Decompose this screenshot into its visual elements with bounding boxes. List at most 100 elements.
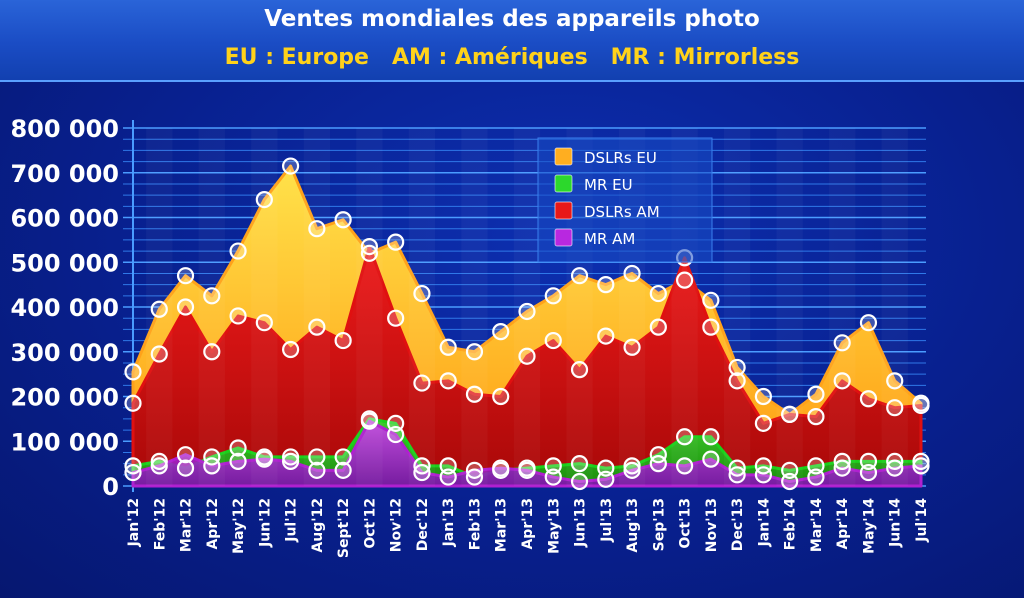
point-dslrs-am xyxy=(413,374,431,392)
x-tick-label: Nov'12 xyxy=(389,498,405,552)
area-series xyxy=(131,128,923,488)
point-mr-am xyxy=(360,412,378,430)
point-dslrs-am xyxy=(912,396,930,415)
point-dslrs-eu xyxy=(649,284,667,303)
point-dslrs-am xyxy=(439,372,457,390)
chart-header: Ventes mondiales des appareils photo EU … xyxy=(0,0,1024,82)
point-dslrs-am xyxy=(518,347,536,365)
x-tick-label: May'12 xyxy=(231,498,247,554)
x-tick-label: Dec'12 xyxy=(415,498,431,551)
point-mr-am xyxy=(859,463,878,482)
point-mr-am xyxy=(807,468,825,486)
column-shade xyxy=(777,128,803,486)
point-mr-am xyxy=(570,472,589,491)
legend-label: MR AM xyxy=(584,230,635,248)
point-dslrs-eu xyxy=(465,343,484,361)
point-dslrs-am xyxy=(334,331,352,350)
point-mr-eu xyxy=(282,448,300,466)
point-mr-am xyxy=(912,457,930,475)
point-dslrs-eu xyxy=(518,302,536,321)
chart-area: 0 100 000 200 000 300 000 400 000 500 000 600 … xyxy=(0,82,1024,598)
point-mr-am xyxy=(833,459,851,477)
point-mr-am xyxy=(282,452,300,470)
point-dslrs-eu xyxy=(150,300,168,318)
point-dslrs-eu xyxy=(492,323,510,341)
legend: DSLRs EU MR EU DSLRs AM MR AM xyxy=(537,137,713,263)
point-mr-eu xyxy=(623,457,641,475)
point-dslrs-am xyxy=(807,408,825,426)
point-dslrs-am xyxy=(465,385,484,403)
column-shade xyxy=(304,128,330,486)
x-tick-label: Mar'12 xyxy=(179,498,195,552)
point-dslrs-am xyxy=(124,394,142,412)
x-tick-label: Feb'14 xyxy=(783,498,799,551)
y-tick-label: 600 000 xyxy=(10,205,119,233)
chart-title: Ventes mondiales des appareils photo xyxy=(264,6,760,32)
point-mr-am xyxy=(439,468,457,486)
point-dslrs-am xyxy=(754,414,773,432)
area-chart: 0 100 000 200 000 300 000 400 000 500 000 600 … xyxy=(10,115,930,558)
point-dslrs-eu xyxy=(859,314,878,332)
y-tick-label: 200 000 xyxy=(10,384,119,412)
point-mr-am xyxy=(886,459,904,477)
point-mr-am xyxy=(623,461,641,479)
x-tick-label: Oct'12 xyxy=(362,498,378,549)
column-shade xyxy=(829,128,855,486)
point-mr-eu xyxy=(702,428,720,446)
column-shade xyxy=(461,128,487,486)
point-mr-am xyxy=(518,461,536,479)
chart-subtitle: EU : Europe AM : Amériques MR : Mirrorle… xyxy=(224,45,800,70)
point-dslrs-eu xyxy=(597,276,615,294)
point-dslrs-am xyxy=(282,340,300,359)
x-tick-label: Jan'13 xyxy=(441,498,457,547)
point-mr-am xyxy=(413,463,431,482)
point-mr-am xyxy=(728,466,746,484)
point-dslrs-am xyxy=(492,387,510,406)
point-mr-am xyxy=(229,452,247,470)
point-dslrs-eu xyxy=(544,287,562,305)
point-mr-eu xyxy=(675,428,694,446)
point-mr-am xyxy=(544,468,562,486)
y-tick-label: 0 xyxy=(102,473,119,501)
legend-label: DSLRs EU xyxy=(584,149,657,167)
y-tick-label: 300 000 xyxy=(10,339,119,367)
legend-label: DSLRs AM xyxy=(584,203,660,221)
point-dslrs-eu xyxy=(308,220,326,238)
point-dslrs-am xyxy=(544,331,562,350)
point-mr-am xyxy=(334,461,352,479)
point-mr-eu xyxy=(912,452,930,470)
point-mr-am xyxy=(597,470,615,488)
point-dslrs-am xyxy=(649,318,667,336)
x-tick-label: Jun'14 xyxy=(888,498,904,548)
area-dslrs-am xyxy=(131,245,923,488)
x-tick-label: Nov'13 xyxy=(704,498,720,552)
point-dslrs-am xyxy=(570,361,589,379)
point-dslrs-am xyxy=(229,307,247,325)
point-mr-am xyxy=(387,425,405,444)
point-mr-am xyxy=(702,450,720,468)
point-dslrs-am xyxy=(728,372,746,390)
point-mr-am xyxy=(649,455,667,473)
x-tick-label: Apr'13 xyxy=(520,498,536,550)
x-tick-label: May'14 xyxy=(861,498,877,554)
y-tick-label: 500 000 xyxy=(10,249,119,277)
point-mr-am xyxy=(781,472,799,491)
column-shade xyxy=(356,128,382,486)
point-mr-am xyxy=(492,459,510,477)
point-dslrs-am xyxy=(886,399,904,417)
point-dslrs-eu xyxy=(807,385,825,403)
x-tick-label: Jul'13 xyxy=(599,498,615,543)
x-tick-label: Jun'12 xyxy=(257,498,273,548)
x-tick-label: Oct'13 xyxy=(678,498,694,549)
x-tick-label: Dec'13 xyxy=(730,498,746,551)
point-dslrs-am xyxy=(255,314,273,332)
y-tick-label: 100 000 xyxy=(10,428,119,456)
x-axis-ticks: Jan'12 Feb'12 Mar'12 Apr'12 May'12 Jun'12 Jul'… xyxy=(126,498,930,558)
point-dslrs-am xyxy=(702,318,720,336)
point-mr-eu xyxy=(334,448,352,466)
point-dslrs-eu xyxy=(124,363,142,381)
x-tick-label: Apr'14 xyxy=(835,498,851,550)
point-dslrs-am xyxy=(781,405,799,423)
point-dslrs-eu xyxy=(203,287,221,305)
y-tick-label: 700 000 xyxy=(10,160,119,188)
